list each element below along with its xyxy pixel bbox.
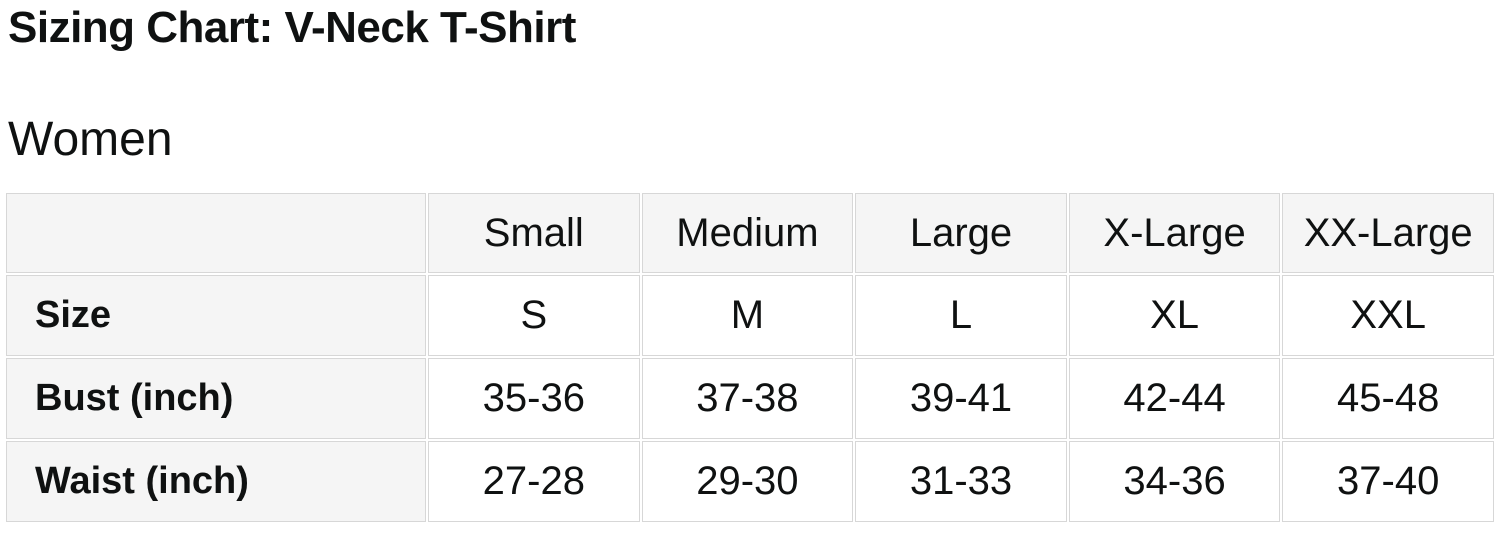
- table-cell: 42-44: [1068, 358, 1281, 439]
- table-cell: M: [641, 275, 854, 356]
- row-label-bust: Bust (inch): [6, 358, 426, 439]
- table-header-cell-small: Small: [428, 193, 640, 273]
- table-row-bust: Bust (inch) 35-36 37-38 39-41 42-44 45-4…: [6, 358, 1494, 439]
- section-title: Women: [8, 113, 173, 166]
- table-header-cell-empty: [6, 193, 426, 273]
- table-header-cell-xx-large: XX-Large: [1282, 193, 1494, 273]
- table-cell: 35-36: [428, 358, 640, 439]
- table-header-cell-large: Large: [855, 193, 1067, 273]
- table-cell: XXL: [1282, 275, 1494, 356]
- table-cell: 45-48: [1282, 358, 1494, 439]
- table-row-size: Size S M L XL XXL: [6, 275, 1494, 356]
- table-cell: 29-30: [641, 441, 854, 522]
- table-row-waist: Waist (inch) 27-28 29-30 31-33 34-36 37-…: [6, 441, 1494, 522]
- row-label-waist: Waist (inch): [6, 441, 426, 522]
- row-label-size: Size: [6, 275, 426, 356]
- table-cell: S: [428, 275, 640, 356]
- sizing-table: Small Medium Large X-Large XX-Large Size…: [4, 191, 1496, 524]
- table-cell: 37-38: [641, 358, 854, 439]
- table-header-row: Small Medium Large X-Large XX-Large: [6, 193, 1494, 273]
- table-header-cell-x-large: X-Large: [1068, 193, 1281, 273]
- table-header-cell-medium: Medium: [641, 193, 854, 273]
- table-cell: XL: [1068, 275, 1281, 356]
- table-cell: 39-41: [855, 358, 1067, 439]
- table-cell: 37-40: [1282, 441, 1494, 522]
- table-cell: 34-36: [1068, 441, 1281, 522]
- table-cell: L: [855, 275, 1067, 356]
- table-cell: 31-33: [855, 441, 1067, 522]
- table-cell: 27-28: [428, 441, 640, 522]
- page-title: Sizing Chart: V-Neck T-Shirt: [8, 3, 576, 52]
